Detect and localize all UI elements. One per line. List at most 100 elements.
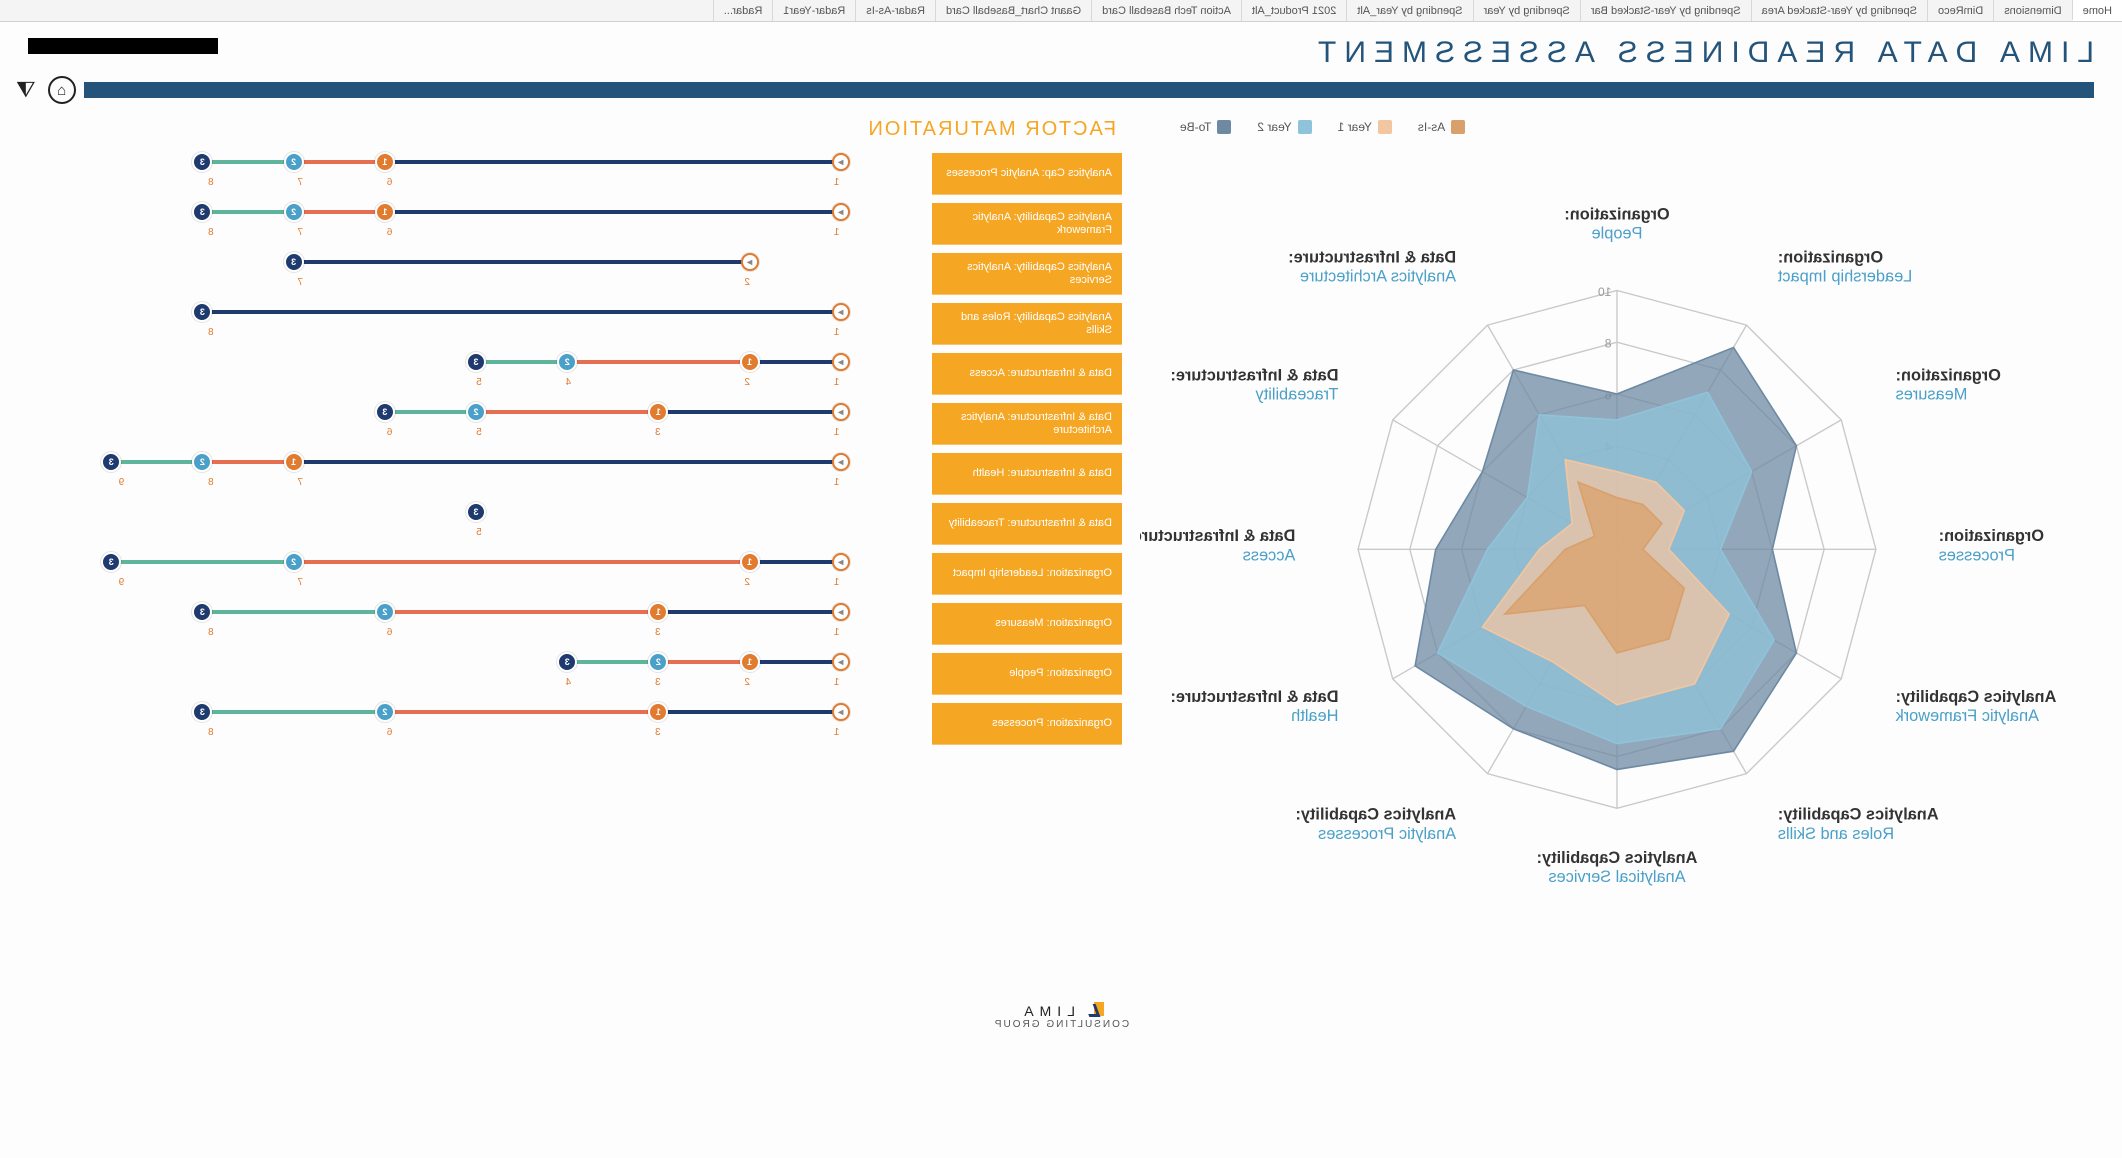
factor-label: Organization: People (932, 653, 1122, 695)
legend-item: Year 1 (1338, 120, 1392, 134)
factor-row: Organization: Measures1231368 (20, 599, 1122, 649)
factor-row: Organization: Processes1231368 (20, 699, 1122, 749)
factor-tick: 2 (744, 577, 750, 588)
factor-row: Data & Infrastructure: Analytics Archite… (20, 399, 1122, 449)
factor-tick: 6 (387, 727, 393, 738)
factor-marker-y1: 1 (740, 652, 760, 672)
factor-marker-y2: 2 (648, 652, 668, 672)
svg-text:10: 10 (1598, 285, 1612, 299)
factor-label: Organization: Measures (932, 603, 1122, 645)
factor-label: Analytics Capability: Analytics Services (932, 253, 1122, 295)
factor-track: 1231279 (20, 549, 932, 599)
factor-marker-y1: 1 (375, 202, 395, 222)
factor-track: 1231234 (20, 649, 932, 699)
factor-tick: 8 (208, 327, 214, 338)
factor-tick: 9 (119, 477, 125, 488)
factor-tick: 7 (297, 277, 303, 288)
factor-tick: 6 (387, 427, 393, 438)
sheet-tab[interactable]: 2021 Product_Alt (1241, 0, 1346, 21)
sheet-tab[interactable]: Action Tech Baseball Card (1091, 0, 1241, 21)
blue-bar (84, 82, 2094, 98)
legend-swatch-icon (1298, 120, 1312, 134)
factor-marker-y3: 3 (557, 652, 577, 672)
factor-marker-y3: 3 (192, 302, 212, 322)
factor-marker-y2: 2 (375, 702, 395, 722)
factor-marker-y1: 1 (648, 702, 668, 722)
factor-marker-y3: 3 (192, 152, 212, 172)
legend-swatch-icon (1217, 120, 1231, 134)
svg-text:Data & Infrastructure:Analytic: Data & Infrastructure:Analytics Architec… (1288, 249, 1456, 286)
sheet-tabs: HomeDimensionsDimRecoSpending by Year-St… (0, 0, 2122, 22)
factor-marker-start (832, 653, 850, 671)
factor-marker-y2: 2 (284, 552, 304, 572)
factor-marker-y3: 3 (192, 702, 212, 722)
factor-track: 35 (20, 499, 932, 549)
svg-text:Analytics Capability:Analytica: Analytics Capability:Analytical Services (1537, 849, 1698, 886)
sheet-tab[interactable]: Spending by Year (1473, 0, 1580, 21)
factor-row: Analytics Cap: Analytic Processes1231678 (20, 149, 1122, 199)
sheet-tab[interactable]: Spending by Year-Stacked Bar (1580, 0, 1751, 21)
legend-label: To-Be (1180, 120, 1211, 134)
factor-marker-start (832, 553, 850, 571)
factor-row: Analytics Capability: Analytic Framework… (20, 199, 1122, 249)
home-icon[interactable]: ⌂ (48, 76, 76, 104)
factor-tick: 9 (119, 577, 125, 588)
svg-text:Analytics Capability:Roles and: Analytics Capability:Roles and Skills (1778, 806, 1939, 843)
sheet-tab[interactable]: Spending by Year-Stacked Area (1751, 0, 1927, 21)
legend-item: Year 2 (1257, 120, 1311, 134)
sheet-tab[interactable]: DimReco (1927, 0, 1993, 21)
factor-panel: FACTOR MATURATION Analytics Cap: Analyti… (20, 114, 1122, 988)
legend-label: Year 2 (1257, 120, 1291, 134)
factor-tick: 1 (834, 627, 840, 638)
legend-item: As-Is (1418, 120, 1465, 134)
main: As-Is Year 1 Year 2 To-Be 2 4 6 8 10 Organizatio… (0, 114, 2122, 998)
legend-item: To-Be (1180, 120, 1231, 134)
factor-marker-y2: 2 (284, 152, 304, 172)
factor-marker-y2: 2 (284, 202, 304, 222)
factor-marker-y2: 2 (375, 602, 395, 622)
factor-tick: 6 (387, 627, 393, 638)
factor-marker-y3: 3 (192, 602, 212, 622)
factor-label: Data & Infrastructure: Health (932, 453, 1122, 495)
svg-text:Organization:Measures: Organization:Measures (1896, 366, 2001, 403)
factor-marker-y3: 3 (466, 352, 486, 372)
svg-text:8: 8 (1605, 337, 1612, 351)
factor-tick: 1 (834, 727, 840, 738)
factor-track: 1231368 (20, 599, 932, 649)
radar-chart: 246810Organization:PeopleData & Infrastr… (1140, 138, 2094, 988)
redacted-block (28, 38, 218, 54)
footer-sub: CONSULTING GROUP (993, 1019, 1129, 1030)
factor-tick: 4 (566, 677, 572, 688)
radar-legend: As-Is Year 1 Year 2 To-Be (1140, 114, 2094, 138)
factor-label: Analytics Cap: Analytic Processes (932, 153, 1122, 195)
filter-icon[interactable]: ⧩ (12, 77, 40, 103)
sheet-tab[interactable]: Dimensions (1993, 0, 2071, 21)
sheet-tab[interactable]: Radar... (713, 0, 773, 21)
svg-text:Data & Infrastructure:Traceabi: Data & Infrastructure:Traceability (1170, 366, 1338, 403)
factor-track: 327 (20, 249, 932, 299)
sheet-tab[interactable]: Gaant Chart_Baseball Card (935, 0, 1091, 21)
sheet-tab[interactable]: Home (2072, 0, 2122, 21)
svg-text:Organization:Processes: Organization:Processes (1939, 527, 2044, 564)
factor-marker-y1: 1 (740, 552, 760, 572)
factor-track: 1231245 (20, 349, 932, 399)
factor-tick: 1 (834, 227, 840, 238)
factor-marker-y1: 1 (740, 352, 760, 372)
factor-tick: 8 (208, 477, 214, 488)
factor-tick: 2 (744, 377, 750, 388)
factor-track: 318 (20, 299, 932, 349)
factor-tick: 8 (208, 727, 214, 738)
factor-marker-y1: 1 (375, 152, 395, 172)
factor-label: Analytics Capability: Analytic Framework (932, 203, 1122, 245)
factor-tick: 1 (834, 377, 840, 388)
factor-tick: 7 (297, 477, 303, 488)
svg-text:Analytics Capability:Analytic: Analytics Capability:Analytic Framework (1895, 688, 2057, 725)
sheet-tab[interactable]: Radar-Year1 (772, 0, 855, 21)
factor-tick: 1 (834, 477, 840, 488)
logo-mark-icon (1086, 1002, 1104, 1016)
factor-label: Data & Infrastructure: Analytics Archite… (932, 403, 1122, 445)
factor-marker-y3: 3 (466, 502, 486, 522)
factor-track: 1231368 (20, 699, 932, 749)
sheet-tab[interactable]: Spending by Year_Alt (1346, 0, 1472, 21)
sheet-tab[interactable]: Radar-As-Is (855, 0, 935, 21)
